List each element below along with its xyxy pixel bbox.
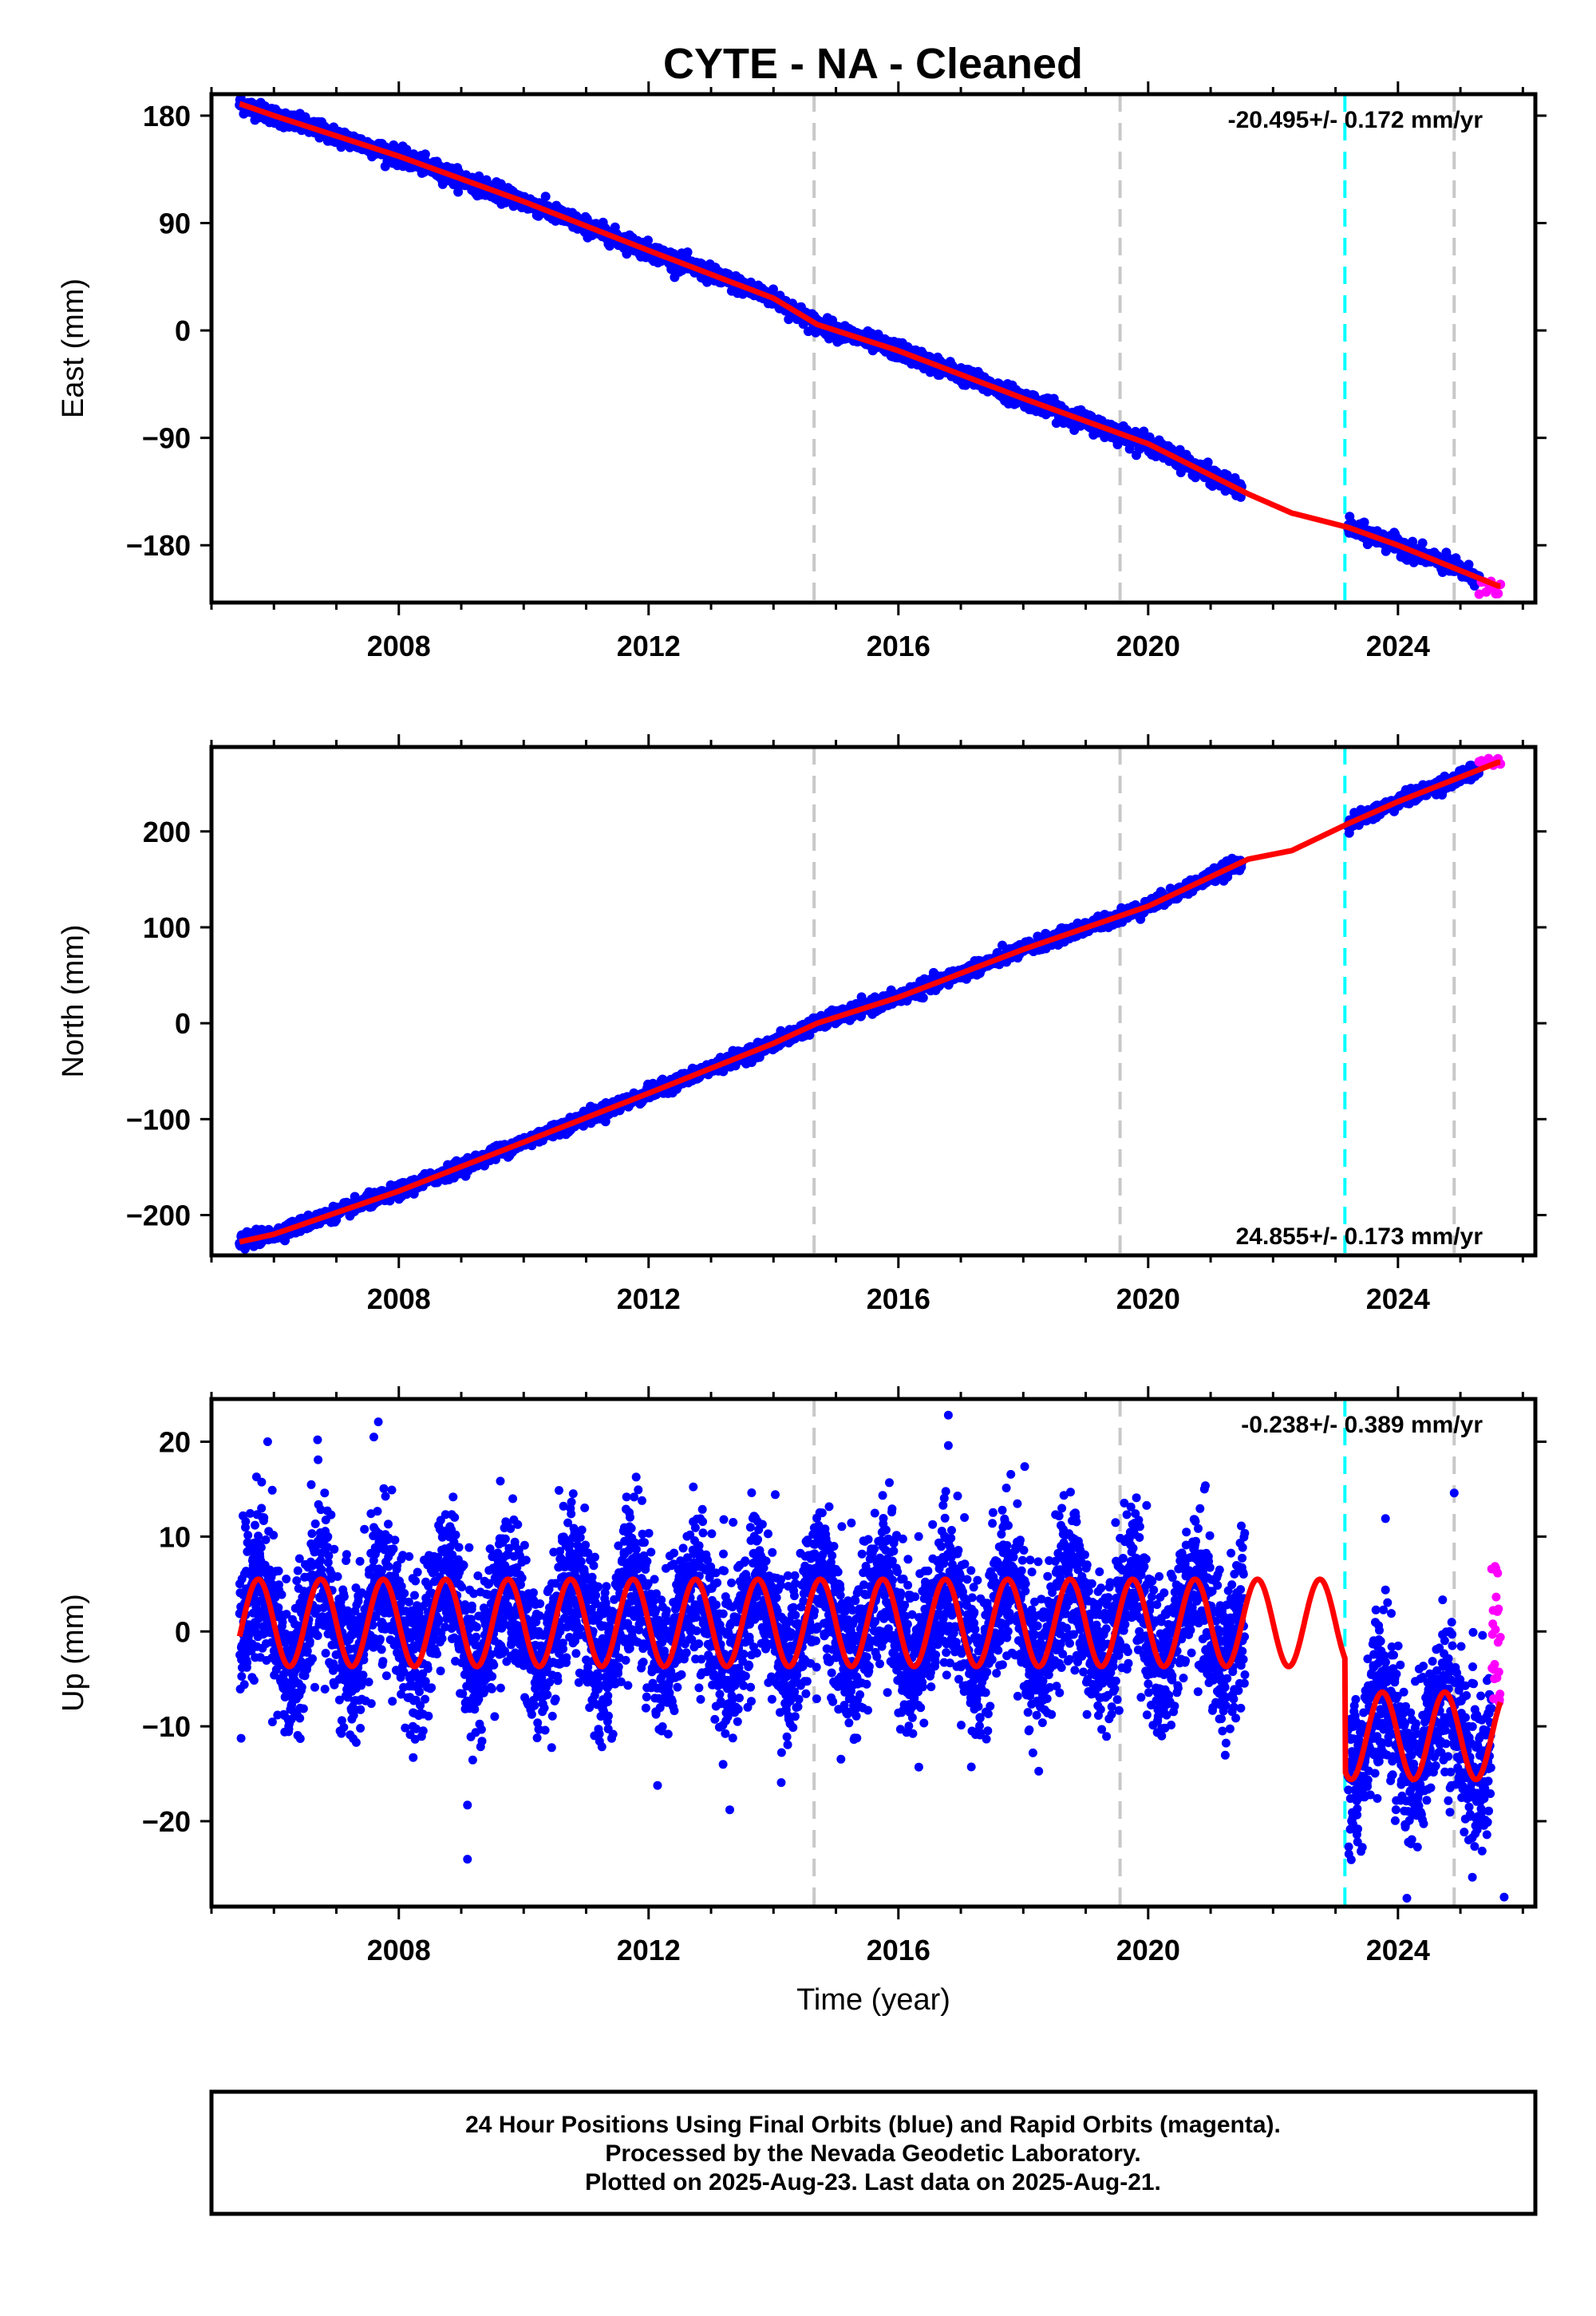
plot-area — [235, 747, 1506, 1255]
plot-area — [235, 94, 1506, 603]
final-orbit-point — [1203, 457, 1213, 468]
rapid-orbit-point — [1493, 588, 1503, 599]
y-tick-label: −90 — [142, 422, 191, 455]
final-orbit-point — [918, 993, 928, 1003]
final-orbit-point — [643, 235, 653, 246]
y-tick-label: 0 — [175, 314, 191, 347]
y-tick-label: 90 — [159, 207, 191, 239]
final-orbit-point — [682, 247, 693, 257]
final-orbit-point — [768, 284, 778, 294]
final-orbit-point — [420, 149, 430, 160]
panel-frame — [209, 92, 1538, 605]
final-orbit-point — [540, 192, 551, 202]
x-tick-label: 2024 — [1366, 630, 1430, 662]
rapid-orbit-point — [1481, 587, 1491, 597]
velocity-rate-label: -20.495+/- 0.172 mm/yr — [1228, 107, 1483, 133]
final-orbit-point — [1417, 538, 1428, 548]
model-fit-curve — [237, 101, 1503, 589]
y-axis-label: East (mm) — [57, 279, 90, 418]
x-tick-label: 2016 — [867, 630, 930, 662]
x-tick-label: 2012 — [617, 630, 681, 662]
east-panel: 180 90 0 −90 −180 2008 2012 2016 2020 2024 East (m… — [57, 81, 1547, 662]
x-tick-label: 2020 — [1116, 630, 1180, 662]
final-orbit-point — [1359, 517, 1369, 528]
y-tick-label: 180 — [143, 100, 191, 132]
y-tick-label: −180 — [126, 529, 191, 562]
figure-title: CYTE - NA - Cleaned — [663, 40, 1083, 88]
final-orbit-point — [453, 187, 464, 197]
x-tick-label: 2008 — [367, 630, 431, 662]
